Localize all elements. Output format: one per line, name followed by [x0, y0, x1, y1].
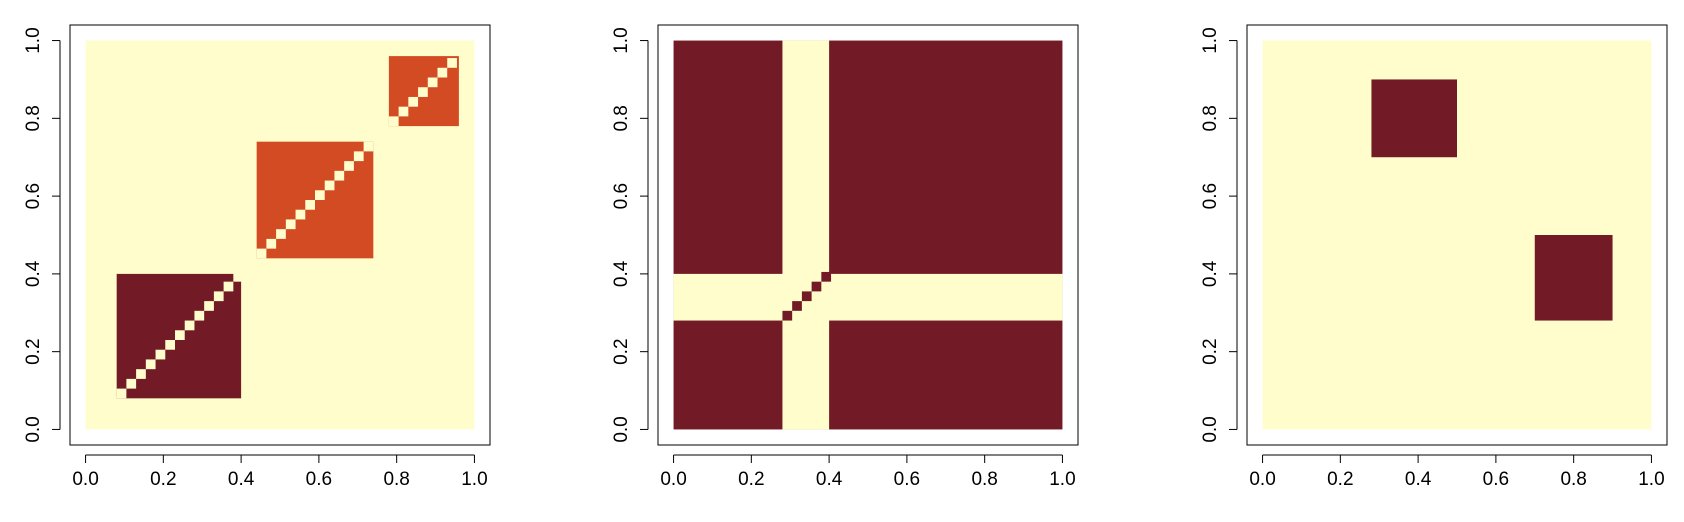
heatmap-block-1 — [782, 40, 830, 430]
diagonal-cell — [213, 291, 224, 302]
x-tick-label: 0.6 — [306, 469, 332, 490]
plot-frame — [1246, 24, 1668, 446]
y-tick-label: 1.0 — [1200, 27, 1221, 53]
diagonal-cell — [204, 301, 214, 311]
diagonal-cell — [223, 281, 234, 292]
heatmap-background — [673, 40, 1063, 430]
y-tick-label: 0.6 — [611, 183, 632, 209]
diagonal-cell — [811, 281, 822, 292]
plot-frame — [69, 24, 491, 446]
diagonal-cell — [233, 271, 244, 282]
y-tick-label: 0.6 — [1200, 183, 1221, 209]
diagonal-cell — [353, 151, 364, 162]
x-tick-label: 0.8 — [971, 469, 997, 490]
diagonal-cell — [276, 229, 286, 239]
panel-3: 0.0 0.2 0.4 0.6 0.8 1.0 0.0 0.2 0.4 0.6 0.8 1.0 — [1200, 24, 1668, 490]
diagonal-cell — [116, 388, 127, 399]
diagonal-cell — [398, 106, 409, 117]
heatmap-block-2 — [673, 273, 1063, 321]
y-tick-label: 0.2 — [23, 338, 44, 364]
x-tick-label: 0.2 — [738, 469, 764, 490]
y-tick-label: 0.6 — [23, 183, 44, 209]
x-tick-label: 0.2 — [150, 469, 176, 490]
diagonal-cell — [388, 116, 399, 127]
x-tick-label: 0.0 — [72, 469, 98, 490]
diagonal-cell — [126, 378, 137, 389]
diagonal-cell — [175, 330, 185, 340]
diagonal-cell — [305, 200, 315, 210]
y-tick-label: 0.0 — [23, 416, 44, 442]
x-tick-label: 0.4 — [228, 469, 255, 490]
heatmap-block-2 — [1534, 235, 1613, 321]
y-tick-label: 0.4 — [611, 260, 632, 287]
y-tick-label: 0.8 — [23, 105, 44, 131]
diagonal-cell — [285, 219, 296, 230]
diagonal-cell — [437, 67, 448, 78]
diagonal-cell — [821, 271, 832, 282]
diagonal-cell — [155, 349, 166, 360]
diagonal-cell — [295, 209, 306, 220]
x-tick-label: 1.0 — [1049, 469, 1075, 490]
diagonal-cell — [363, 141, 374, 152]
y-tick-label: 0.0 — [611, 416, 632, 442]
x-tick-label: 0.6 — [894, 469, 920, 490]
x-tick-label: 0.8 — [383, 469, 409, 490]
x-tick-label: 0.0 — [1249, 469, 1275, 490]
panel-2: 0.0 0.2 0.4 0.6 0.8 1.0 0.0 0.2 0.4 0.6 0.8 1.0 — [611, 24, 1079, 490]
diagonal-cell — [324, 180, 335, 191]
diagonal-cell — [408, 96, 419, 107]
diagonal-cell — [256, 248, 267, 259]
plot-frame — [657, 24, 1079, 446]
y-tick-label: 0.8 — [1200, 105, 1221, 131]
y-tick-label: 1.0 — [611, 27, 632, 53]
diagonal-cell — [344, 161, 354, 171]
diagonal-cell — [315, 190, 325, 200]
y-tick-label: 0.8 — [611, 105, 632, 131]
x-tick-label: 1.0 — [461, 469, 487, 490]
diagonal-cell — [184, 320, 195, 331]
y-tick-label: 0.2 — [1200, 338, 1221, 364]
diagonal-cell — [334, 170, 345, 181]
diagonal-cell — [792, 301, 802, 311]
x-tick-label: 0.2 — [1327, 469, 1353, 490]
diagonal-cell — [145, 359, 156, 370]
diagonal-cell — [418, 87, 428, 97]
diagonal-cell — [782, 310, 793, 321]
x-tick-label: 0.8 — [1560, 469, 1586, 490]
diagonal-cell — [194, 310, 205, 321]
y-tick-label: 0.2 — [611, 338, 632, 364]
x-tick-label: 0.6 — [1483, 469, 1509, 490]
diagonal-cell — [427, 77, 438, 88]
panel-1: 0.0 0.2 0.4 0.6 0.8 1.0 0.0 0.2 0.4 0.6 0.8 1.0 — [23, 24, 491, 490]
diagonal-cell — [801, 291, 812, 302]
x-tick-label: 0.4 — [816, 469, 843, 490]
diagonal-cell — [266, 238, 277, 249]
x-tick-label: 1.0 — [1638, 469, 1664, 490]
diagonal-cell — [165, 340, 175, 350]
x-tick-label: 0.4 — [1405, 469, 1432, 490]
y-tick-label: 1.0 — [23, 27, 44, 53]
heatmap-block-1 — [1371, 79, 1457, 158]
y-tick-label: 0.4 — [1200, 260, 1221, 287]
diagonal-cell — [447, 58, 457, 68]
y-tick-label: 0.4 — [23, 260, 44, 287]
x-tick-label: 0.0 — [660, 469, 686, 490]
y-tick-label: 0.0 — [1200, 416, 1221, 442]
diagonal-cell — [136, 369, 146, 379]
